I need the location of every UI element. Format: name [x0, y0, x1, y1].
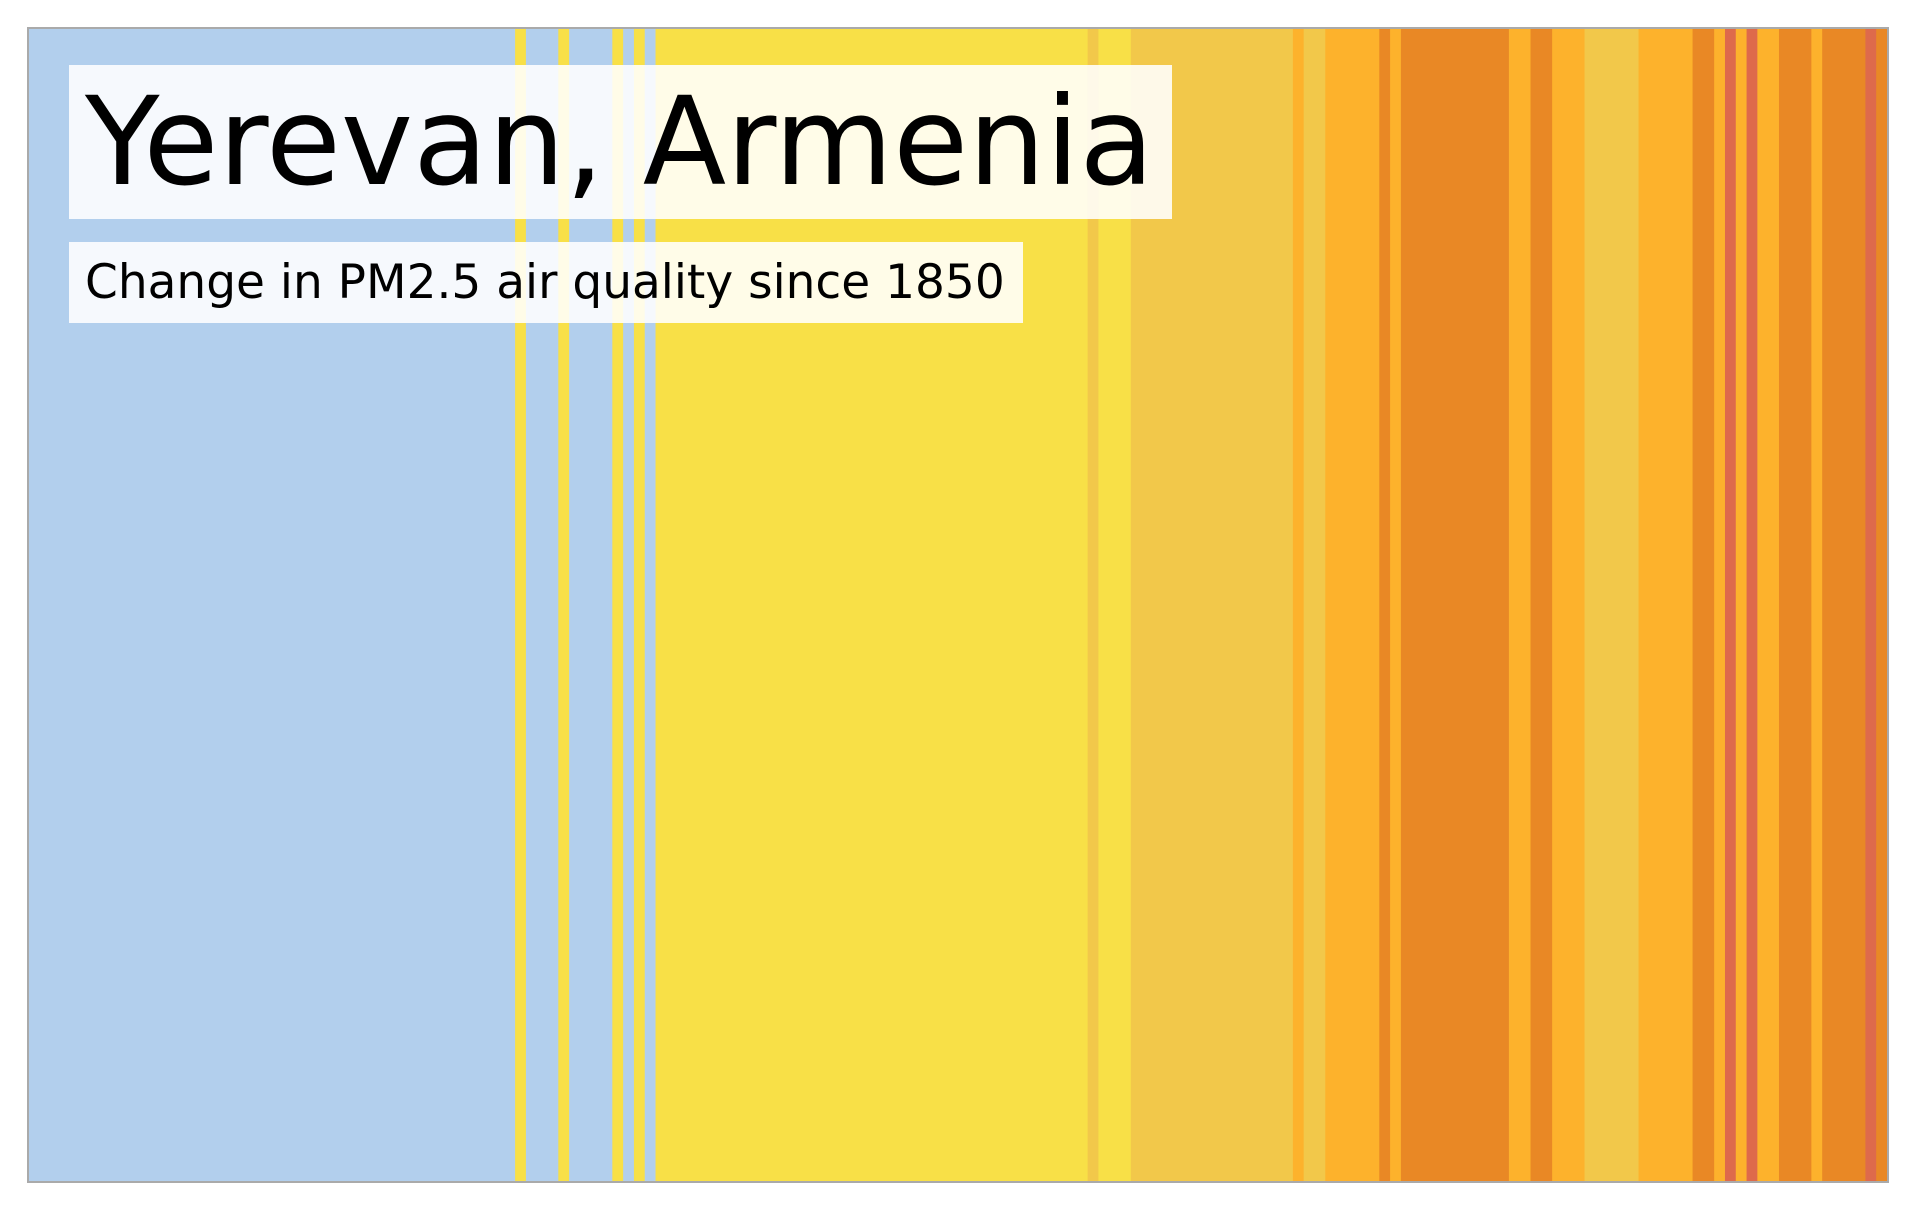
stripe-1977–1986: [1400, 29, 1510, 1181]
stripe-1987–1988: [1508, 29, 1532, 1181]
stripes-plot-area: [29, 29, 1887, 1181]
stripe-1994–1998: [1584, 29, 1640, 1181]
stripe-1999–2003: [1638, 29, 1694, 1181]
warming-stripes-chart: Yerevan, Armenia Change in PM2.5 air qua…: [27, 27, 1889, 1183]
stripe-1905: [623, 29, 635, 1181]
stripe-2010–2011: [1757, 29, 1780, 1181]
stripe-2021: [1876, 29, 1887, 1181]
stripe-1850–1894: [29, 29, 516, 1181]
stripe-1989–1990: [1530, 29, 1553, 1181]
stripe-2012–2014: [1778, 29, 1812, 1181]
stripe-1970–1974: [1325, 29, 1380, 1181]
stripe-1900–1903: [569, 29, 613, 1181]
stripe-1949–1951: [1098, 29, 1132, 1181]
stripe-1967: [1292, 29, 1305, 1181]
stripe-2008: [1735, 29, 1748, 1181]
stripe-1899: [558, 29, 570, 1181]
stripe-1895: [515, 29, 527, 1181]
chart-subtitle: Change in PM2.5 air quality since 1850: [69, 242, 1023, 323]
chart-title: Yerevan, Armenia: [69, 65, 1173, 219]
stripe-1975: [1379, 29, 1391, 1181]
stripe-1906: [633, 29, 646, 1181]
stripe-1952–1966: [1130, 29, 1294, 1181]
stripe-2006: [1714, 29, 1726, 1181]
stripe-2020: [1865, 29, 1877, 1181]
stripe-2015: [1811, 29, 1823, 1181]
stripe-1991–1993: [1552, 29, 1586, 1181]
stripe-1976: [1390, 29, 1402, 1181]
stripe-1908–1947: [655, 29, 1089, 1181]
stripe-1948: [1087, 29, 1100, 1181]
stripe-2004–2005: [1692, 29, 1715, 1181]
stripe-1896–1898: [525, 29, 559, 1181]
stripe-2007: [1724, 29, 1737, 1181]
stripe-1968–1969: [1303, 29, 1326, 1181]
stripe-2016–2019: [1822, 29, 1866, 1181]
stripe-1904: [612, 29, 624, 1181]
stripe-1907: [644, 29, 657, 1181]
stripe-2009: [1746, 29, 1758, 1181]
